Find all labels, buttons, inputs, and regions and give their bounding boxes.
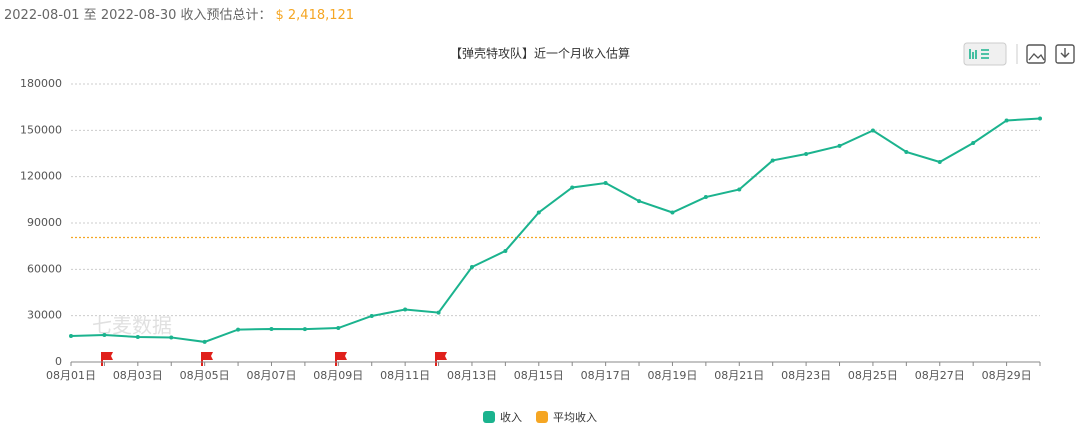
x-tick-label: 08月19日 [647, 369, 697, 382]
legend-label: 平均收入 [553, 410, 597, 424]
x-tick-label: 08月09日 [313, 369, 363, 382]
data-point [403, 307, 408, 312]
data-line [70, 117, 1041, 343]
data-point [469, 265, 474, 270]
total: $ 2,418,121 [275, 8, 355, 23]
y-tick-label: 0 [55, 355, 62, 368]
data-point [169, 335, 174, 340]
y-tick-label: 150000 [20, 123, 62, 136]
x-tick-label: 08月29日 [982, 369, 1032, 382]
chart-view-icon [969, 49, 989, 59]
data-point [637, 199, 642, 204]
x-tick-label: 08月03日 [113, 369, 163, 382]
legend-swatch [536, 411, 548, 423]
data-point [570, 185, 575, 190]
y-tick-label: 30000 [27, 309, 62, 322]
download-button[interactable] [1055, 44, 1075, 64]
data-point [436, 310, 441, 315]
data-point [202, 339, 207, 344]
data-point [269, 326, 274, 331]
x-tick-label: 08月11日 [380, 369, 430, 382]
data-point [670, 210, 675, 215]
chart-title: 【弹壳特攻队】近一个月收入估算 [450, 46, 630, 61]
toolbar[interactable] [963, 42, 1075, 66]
x-tick-label: 08月27日 [915, 369, 965, 382]
data-point [937, 159, 942, 164]
data-point [870, 128, 875, 133]
data-point [770, 158, 775, 163]
legend-swatch [483, 411, 495, 423]
event-flag[interactable] [335, 352, 347, 366]
data-point [236, 327, 241, 332]
data-point [837, 143, 842, 148]
data-point [336, 326, 341, 331]
data-point [603, 180, 608, 185]
download-icon [1060, 48, 1070, 58]
x-tick-label: 08月13日 [447, 369, 497, 382]
y-tick-label: 120000 [20, 170, 62, 183]
date-range: 2022-08-01 至 2022-08-30 收入预估总计： [4, 8, 272, 23]
data-point [302, 327, 307, 332]
data-point [503, 248, 508, 253]
legend-label: 收入 [500, 410, 522, 424]
data-point [703, 195, 708, 200]
x-tick-label: 08月15日 [514, 369, 564, 382]
event-flag[interactable] [201, 352, 213, 366]
data-point [904, 149, 909, 154]
x-tick-label: 08月07日 [246, 369, 296, 382]
data-point [102, 332, 107, 337]
event-flag[interactable] [435, 352, 447, 366]
x-tick-label: 08月05日 [180, 369, 230, 382]
data-point [737, 187, 742, 192]
event-flag[interactable] [101, 352, 113, 366]
data-point [135, 334, 140, 339]
image-icon [1028, 53, 1045, 61]
x-tick-label: 08月23日 [781, 369, 831, 382]
header: 2022-08-01 至 2022-08-30 收入预估总计： $ 2,418,1… [4, 4, 354, 23]
data-point [971, 140, 976, 145]
x-tick-label: 08月25日 [848, 369, 898, 382]
data-point [804, 151, 809, 156]
data-point [1004, 118, 1009, 123]
y-tick-label: 90000 [27, 216, 62, 229]
y-tick-label: 60000 [27, 262, 62, 275]
data-point [1038, 116, 1042, 121]
data-point [69, 334, 73, 339]
y-tick-label: 180000 [20, 77, 62, 90]
x-tick-label: 08月01日 [46, 369, 96, 382]
x-tick-label: 08月17日 [581, 369, 631, 382]
data-point [536, 210, 541, 215]
x-tick-label: 08月21日 [714, 369, 764, 382]
event-flags [101, 352, 447, 366]
data-point [369, 313, 374, 318]
save-image-button[interactable] [1026, 44, 1046, 64]
